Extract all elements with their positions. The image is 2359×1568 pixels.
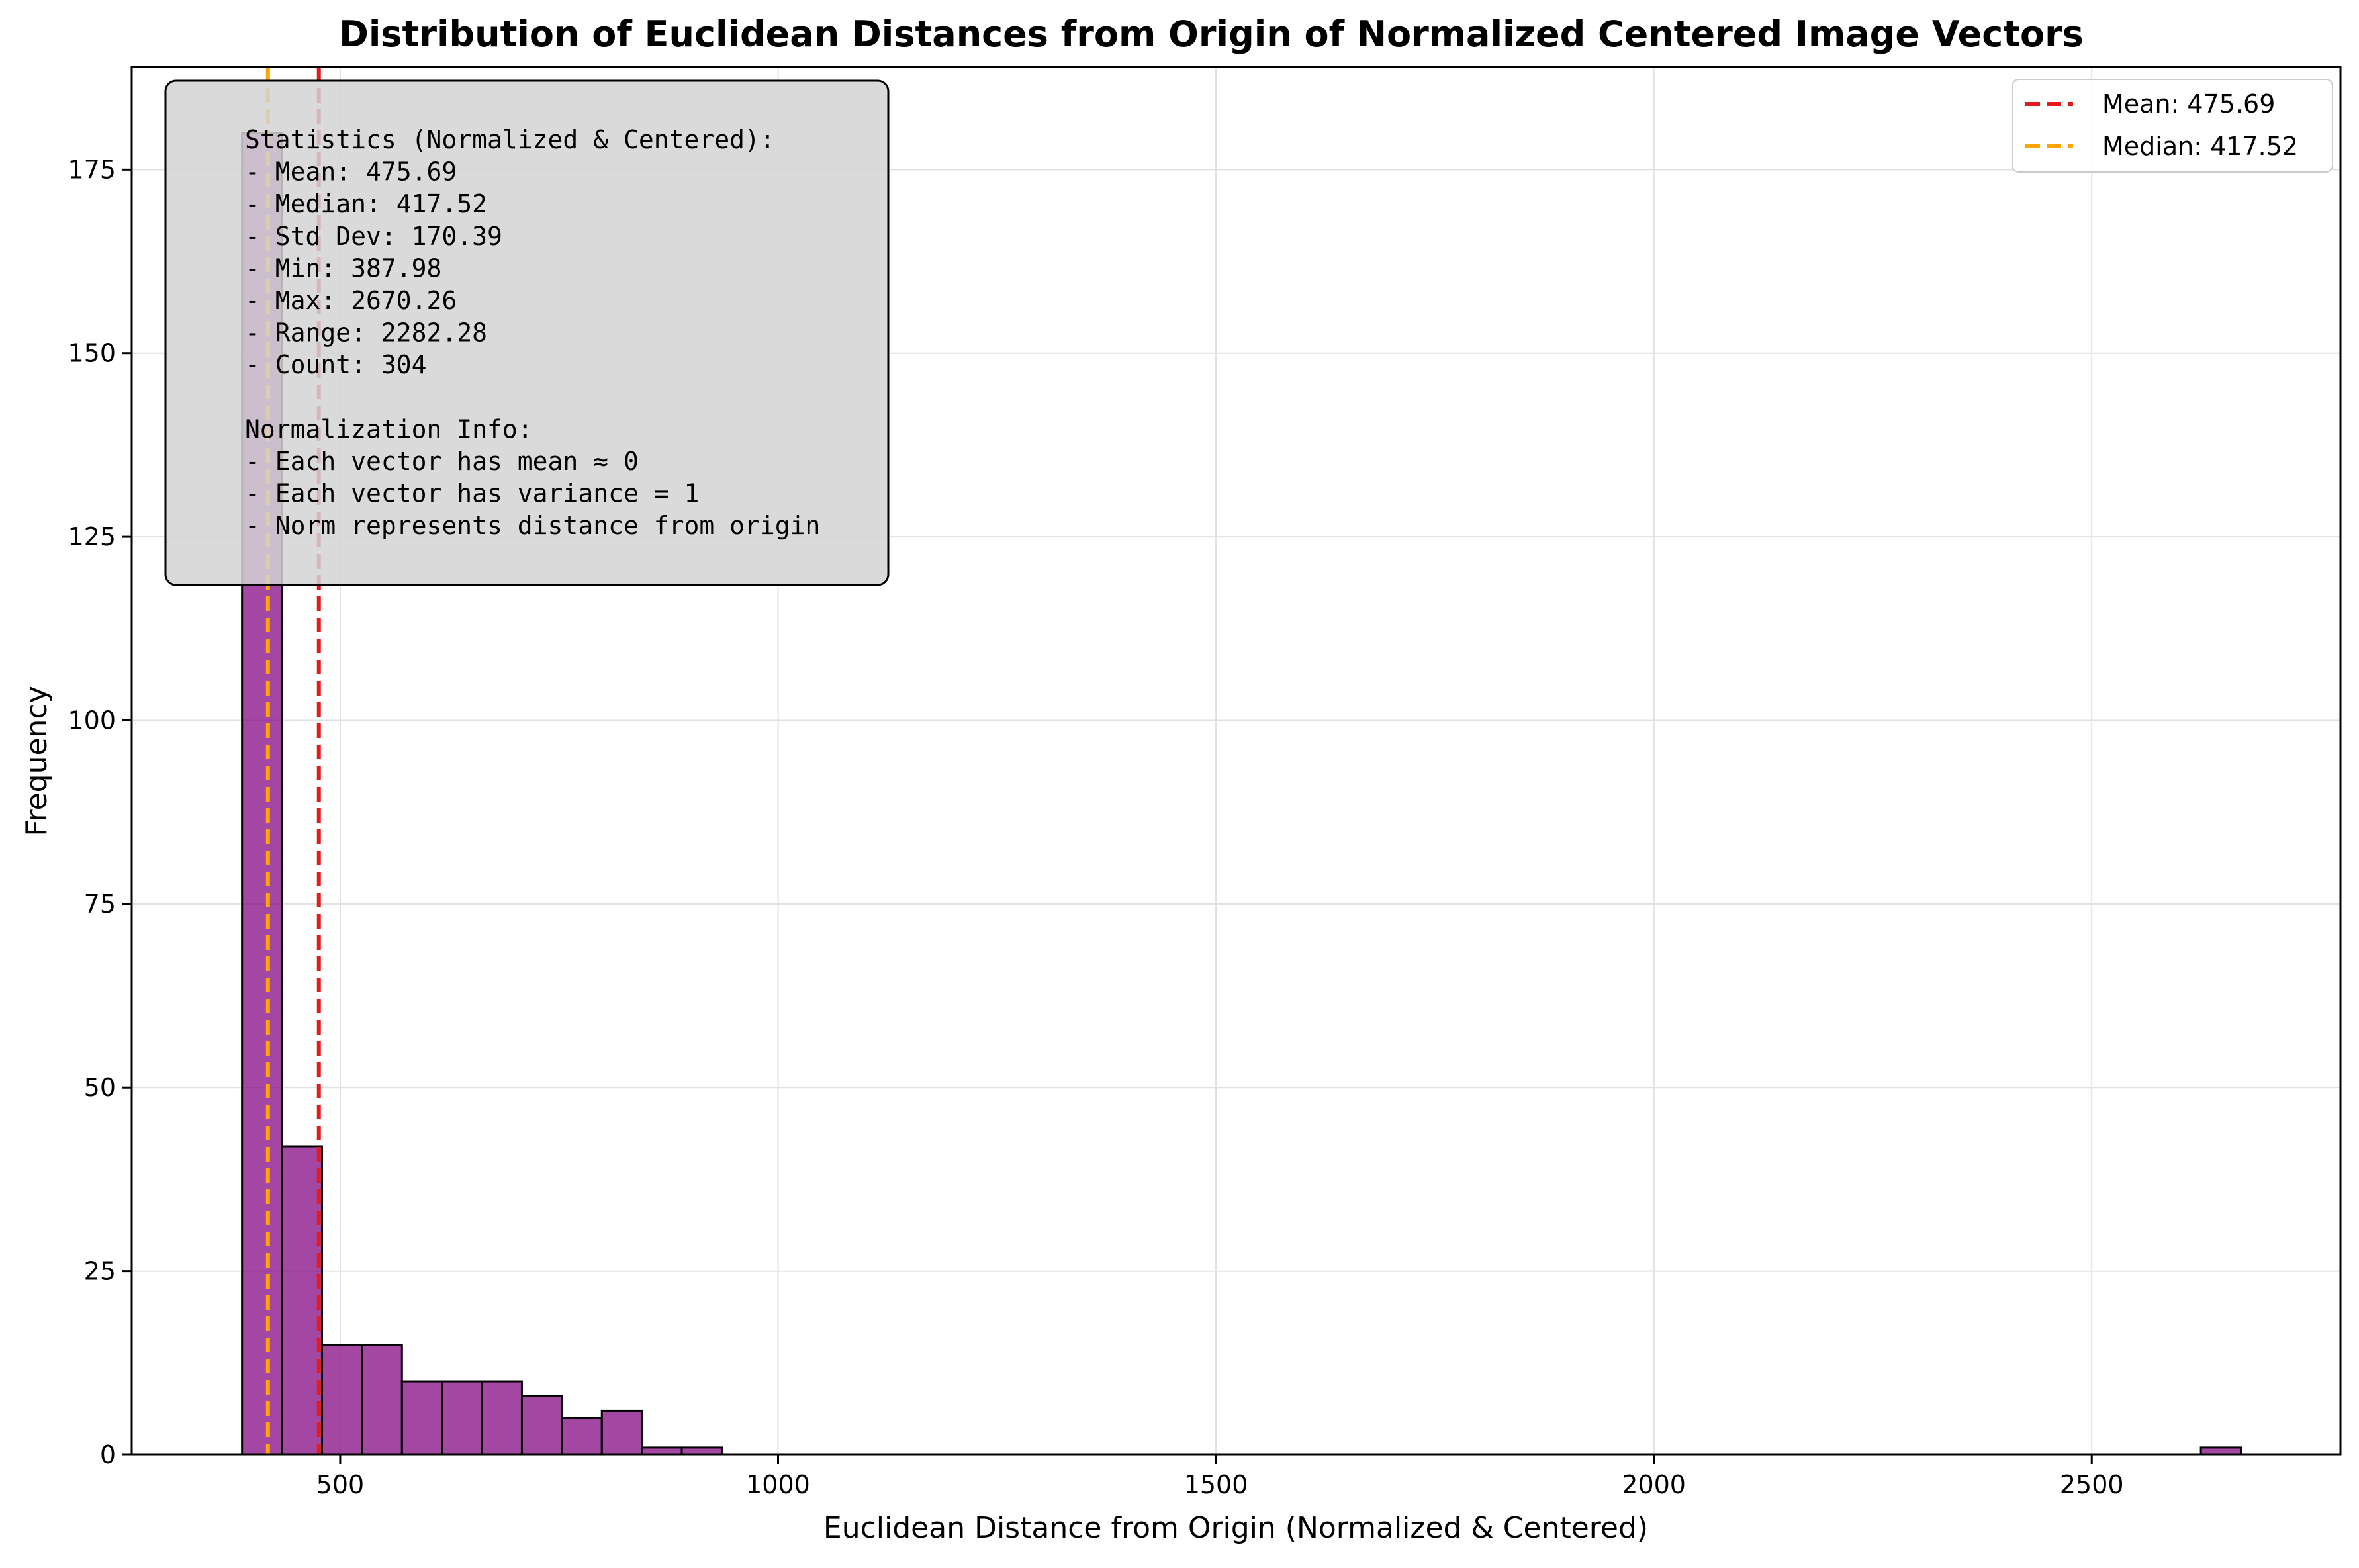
reference-lines	[265, 67, 321, 1455]
annotation-line: Normalization Info:	[245, 414, 533, 443]
legend-label: Mean: 475.69	[2102, 89, 2275, 118]
annotation-line: - Each vector has variance = 1	[245, 479, 699, 508]
histogram-bar	[600, 1409, 643, 1456]
histogram-bar	[520, 1395, 563, 1456]
y-tick-label: 50	[84, 1073, 116, 1102]
x-axis-label: Euclidean Distance from Origin (Normaliz…	[823, 1511, 1648, 1545]
annotation-line: - Max: 2670.26	[245, 286, 457, 315]
y-tick-label: 75	[84, 890, 116, 919]
annotation-line: - Std Dev: 170.39	[245, 222, 502, 251]
y-tick-label: 25	[84, 1257, 116, 1286]
annotation-background	[164, 79, 890, 586]
histogram-bar	[441, 1380, 483, 1456]
y-axis-label: Frequency	[20, 686, 54, 836]
histogram-bar	[561, 1417, 603, 1456]
y-tick-label: 150	[68, 339, 116, 368]
x-tick-label: 500	[316, 1470, 365, 1499]
legend: Mean: 475.69 Median: 417.52	[2012, 79, 2333, 173]
legend-frame	[2012, 79, 2333, 173]
annotation-line: - Each vector has mean ≈ 0	[245, 447, 639, 476]
annotation-line: - Count: 304	[245, 350, 427, 379]
annotation-line: - Mean: 475.69	[245, 158, 457, 187]
annotation-line: - Range: 2282.28	[245, 318, 487, 347]
y-tick-label: 100	[68, 706, 116, 735]
chart-title: Distribution of Euclidean Distances from…	[339, 13, 2084, 55]
legend-label: Median: 417.52	[2102, 132, 2298, 161]
y-tick-label: 0	[100, 1440, 116, 1469]
x-tick-label: 1000	[746, 1470, 810, 1499]
annotation-line: - Min: 387.98	[245, 254, 441, 283]
histogram-bar	[361, 1344, 403, 1456]
y-tick-label: 175	[68, 155, 116, 184]
histogram-bar	[320, 1344, 363, 1456]
x-tick-label: 1500	[1184, 1470, 1248, 1499]
y-tick-label: 125	[68, 522, 116, 551]
histogram-bar	[680, 1446, 723, 1456]
annotation-line: - Norm represents distance from origin	[245, 511, 820, 540]
histogram-bar	[481, 1380, 523, 1456]
annotation-line: - Median: 417.52	[245, 189, 487, 218]
histogram-bar	[2199, 1446, 2243, 1456]
histogram-bar	[641, 1446, 683, 1456]
x-tick-label: 2500	[2060, 1470, 2124, 1499]
plot-frame	[130, 66, 2342, 1456]
statistics-annotation-box: Statistics (Normalized & Centered): - Mea…	[164, 79, 890, 586]
x-tick-label: 2000	[1622, 1470, 1686, 1499]
annotation-line: Statistics (Normalized & Centered):	[245, 125, 775, 154]
axis-ticks: 500 1000 1500 2000 2500 0 25 50 75 100 125 150 175	[68, 155, 2123, 1499]
histogram-bar	[281, 1145, 323, 1456]
histogram-bar	[400, 1380, 443, 1456]
